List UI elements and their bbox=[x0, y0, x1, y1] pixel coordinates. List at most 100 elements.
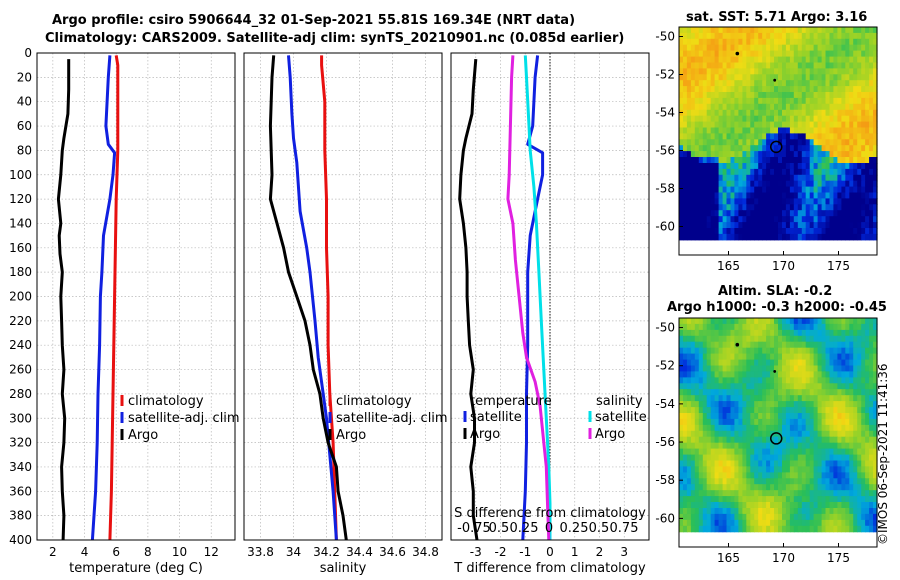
sst-map-cell bbox=[742, 139, 747, 146]
sst-map-cell bbox=[738, 74, 743, 81]
sla-map-cell bbox=[829, 365, 835, 372]
sst-map-cell bbox=[865, 68, 870, 75]
sla-map-cell bbox=[738, 442, 743, 450]
sst-map-cell bbox=[845, 97, 850, 105]
sla-map-cell bbox=[754, 478, 759, 485]
sla-map-cell bbox=[817, 347, 823, 355]
sla-map-cell bbox=[841, 478, 846, 485]
sla-map-cell bbox=[730, 341, 736, 349]
sla-map-cell bbox=[714, 442, 720, 450]
sst-map-cell bbox=[821, 186, 827, 194]
sst-map-cell bbox=[702, 68, 708, 75]
sst-map-cell bbox=[679, 139, 684, 146]
sst-map-cell bbox=[825, 151, 831, 158]
sst-map-cell bbox=[801, 186, 807, 194]
diff-legend-label: satellite bbox=[595, 410, 647, 425]
sla-map-cell bbox=[770, 318, 775, 325]
sst-map-cell bbox=[734, 115, 739, 123]
sst-map-cell bbox=[694, 86, 700, 93]
sla-map-cell bbox=[686, 430, 692, 438]
sla-map-cell bbox=[869, 424, 874, 432]
sst-map-cell bbox=[841, 62, 846, 69]
sst-map-cell bbox=[809, 180, 815, 188]
sst-map-cell bbox=[746, 92, 751, 99]
sst-map-cell bbox=[738, 216, 743, 223]
sst-map-cell bbox=[770, 115, 775, 123]
sst-map-cell bbox=[686, 109, 692, 117]
sst-map-cell bbox=[849, 233, 854, 241]
sla-map-cell bbox=[683, 371, 688, 378]
sst-map-cell bbox=[683, 27, 688, 34]
sla-map-cell bbox=[683, 496, 688, 503]
sla-map-cell bbox=[797, 329, 803, 337]
sst-map-cell bbox=[746, 186, 751, 194]
sla-map-cell bbox=[698, 478, 704, 485]
sla-map-cell bbox=[805, 323, 811, 331]
sla-map-cell bbox=[869, 484, 874, 491]
sst-map-cell bbox=[861, 103, 866, 111]
sla-map-cell bbox=[686, 318, 692, 325]
sst-map-cell bbox=[809, 210, 815, 217]
sla-map-cell bbox=[686, 519, 692, 527]
sst-map-cell bbox=[730, 210, 736, 217]
sst-map-cell bbox=[746, 97, 751, 105]
sla-map-cell bbox=[782, 454, 787, 462]
sst-map-cell bbox=[766, 168, 771, 176]
sst-map-cell bbox=[789, 44, 795, 52]
sla-map-cell bbox=[710, 329, 716, 337]
sst-map-cell bbox=[837, 32, 842, 40]
sla-map-cell bbox=[742, 460, 747, 467]
sla-map-cell bbox=[785, 478, 791, 485]
sst-map-cell bbox=[714, 157, 720, 164]
sst-map-cell bbox=[829, 180, 835, 188]
sla-map-cell bbox=[861, 424, 866, 432]
sla-map-cell bbox=[813, 519, 819, 527]
sla-map-cell bbox=[690, 424, 696, 432]
sla-map-cell bbox=[817, 442, 823, 450]
sla-map-cell bbox=[766, 418, 771, 426]
sla-map-cell bbox=[746, 389, 751, 396]
sla-map-cell bbox=[821, 448, 827, 456]
sla-map-cell bbox=[797, 525, 803, 533]
sla-map-cell bbox=[750, 525, 755, 533]
sst-map-cell bbox=[726, 62, 732, 69]
sst-map-cell bbox=[778, 86, 783, 93]
sst-map-cell bbox=[853, 127, 858, 134]
sla-map-cell bbox=[710, 383, 716, 390]
sst-map-cell bbox=[710, 38, 716, 46]
sla-map-cell bbox=[754, 519, 759, 527]
sla-map-cell bbox=[865, 460, 870, 467]
sla-map-cell bbox=[726, 490, 732, 497]
sla-map-cell bbox=[770, 424, 775, 432]
sst-map-cell bbox=[821, 151, 827, 158]
sla-map-cell bbox=[706, 341, 712, 349]
sla-map-cell bbox=[706, 472, 712, 479]
sla-map-cell bbox=[861, 365, 866, 372]
sst-map-cell bbox=[746, 163, 751, 170]
sla-map-cell bbox=[710, 502, 716, 509]
sst-map-cell bbox=[829, 86, 835, 93]
sst-map-cell bbox=[758, 38, 763, 46]
sst-map-cell bbox=[690, 27, 696, 34]
sst-map-cell bbox=[873, 180, 878, 188]
sst-map-cell bbox=[710, 56, 716, 64]
sst-map-cell bbox=[849, 127, 854, 134]
sst-map-cell bbox=[726, 50, 732, 58]
sla-map-cell bbox=[785, 341, 791, 349]
sst-map-cell bbox=[825, 133, 831, 140]
sla-map-cell bbox=[805, 347, 811, 355]
sla-map-cell bbox=[873, 389, 878, 396]
sst-map-cell bbox=[726, 180, 732, 188]
sst-map-cell bbox=[805, 50, 811, 58]
sst-map-cell bbox=[698, 74, 704, 81]
temp-x-tick-label: 2 bbox=[49, 545, 57, 559]
sst-map-cell bbox=[778, 180, 783, 188]
sst-map-cell bbox=[782, 133, 787, 140]
sst-map-cell bbox=[845, 222, 850, 229]
sla-map-cell bbox=[698, 525, 704, 533]
sst-map-cell bbox=[837, 86, 842, 93]
sst-map-cell bbox=[817, 44, 823, 52]
sst-map-cell bbox=[778, 68, 783, 75]
sla-map-cell bbox=[861, 407, 866, 414]
depth-tick-label: 260 bbox=[9, 363, 32, 377]
